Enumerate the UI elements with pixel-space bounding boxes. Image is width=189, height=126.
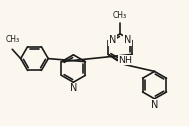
Text: CH₃: CH₃ xyxy=(113,11,127,20)
Text: N: N xyxy=(124,35,131,45)
Text: NH: NH xyxy=(119,56,132,65)
Text: N: N xyxy=(109,35,117,45)
Text: N: N xyxy=(151,100,158,110)
Text: CH₃: CH₃ xyxy=(5,35,19,44)
Text: N: N xyxy=(70,83,77,93)
